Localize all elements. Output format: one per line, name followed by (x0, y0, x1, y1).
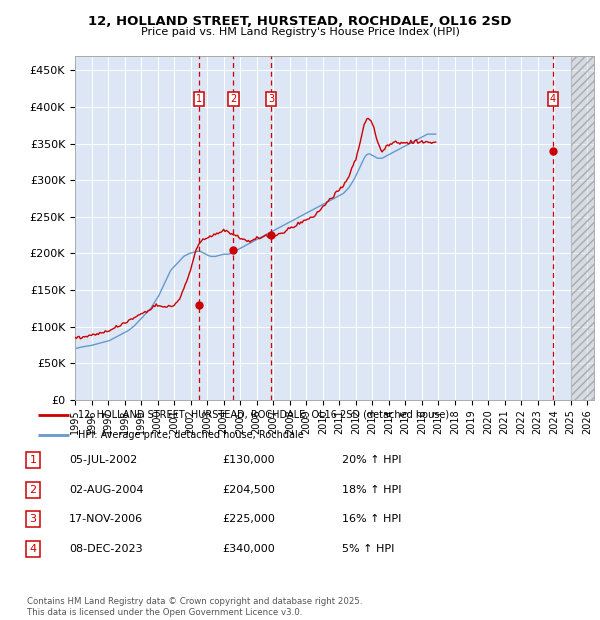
Text: 1: 1 (29, 455, 37, 465)
Text: 4: 4 (550, 94, 556, 104)
Text: 02-AUG-2004: 02-AUG-2004 (69, 485, 143, 495)
Text: 20% ↑ HPI: 20% ↑ HPI (342, 455, 401, 465)
Text: 17-NOV-2006: 17-NOV-2006 (69, 514, 143, 524)
Text: £130,000: £130,000 (222, 455, 275, 465)
Bar (571, 56, 594, 400)
Text: 16% ↑ HPI: 16% ↑ HPI (342, 514, 401, 524)
Text: £204,500: £204,500 (222, 485, 275, 495)
Bar (571, 56, 594, 400)
Text: 08-DEC-2023: 08-DEC-2023 (69, 544, 143, 554)
Text: 05-JUL-2002: 05-JUL-2002 (69, 455, 137, 465)
Text: 4: 4 (29, 544, 37, 554)
Text: Price paid vs. HM Land Registry's House Price Index (HPI): Price paid vs. HM Land Registry's House … (140, 27, 460, 37)
Text: 12, HOLLAND STREET, HURSTEAD, ROCHDALE, OL16 2SD: 12, HOLLAND STREET, HURSTEAD, ROCHDALE, … (88, 15, 512, 28)
Text: 1: 1 (196, 94, 202, 104)
Text: Contains HM Land Registry data © Crown copyright and database right 2025.
This d: Contains HM Land Registry data © Crown c… (27, 598, 362, 617)
Text: 12, HOLLAND STREET, HURSTEAD, ROCHDALE, OL16 2SD (detached house): 12, HOLLAND STREET, HURSTEAD, ROCHDALE, … (78, 410, 449, 420)
Text: 2: 2 (230, 94, 236, 104)
Text: 5% ↑ HPI: 5% ↑ HPI (342, 544, 394, 554)
Text: HPI: Average price, detached house, Rochdale: HPI: Average price, detached house, Roch… (78, 430, 304, 440)
Text: £340,000: £340,000 (222, 544, 275, 554)
Text: £225,000: £225,000 (222, 514, 275, 524)
Text: 18% ↑ HPI: 18% ↑ HPI (342, 485, 401, 495)
Text: 3: 3 (268, 94, 274, 104)
Text: 3: 3 (29, 514, 37, 524)
Text: 2: 2 (29, 485, 37, 495)
